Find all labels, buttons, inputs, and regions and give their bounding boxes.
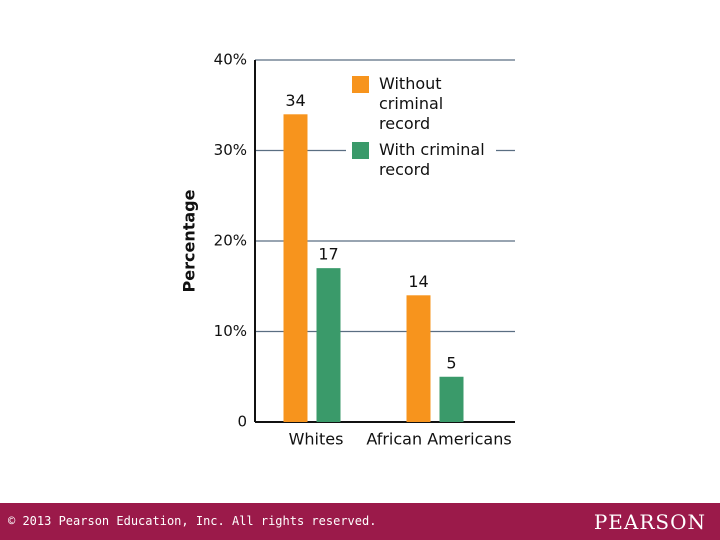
bar [283,114,308,423]
y-tick-label: 0 [237,413,247,431]
legend-label: Without criminal record [379,74,444,133]
footer: © 2013 Pearson Education, Inc. All right… [0,503,720,540]
legend-item: With criminal record [346,140,496,180]
bar [439,376,464,422]
value-label: 14 [408,272,428,291]
legend-swatch [352,76,369,93]
y-tick-label: 10% [214,322,247,340]
value-label: 17 [318,245,338,264]
bar [406,295,431,422]
legend-label: With criminal record [379,140,485,179]
y-tick-label: 30% [214,141,247,159]
y-tick-label: 20% [214,232,247,250]
legend: Without criminal record With criminal rec… [346,70,496,190]
legend-swatch [352,142,369,159]
value-label: 34 [285,91,305,110]
legend-item: Without criminal record [346,74,496,134]
value-label: 5 [446,353,456,372]
y-tick-label: 40% [214,51,247,69]
brand: PEARSON [593,510,706,534]
y-axis-label: Percentage [180,189,199,292]
copyright: © 2013 Pearson Education, Inc. All right… [8,514,377,528]
bar [316,268,341,422]
x-tick-label: Whites [289,430,344,449]
chart: Percentage 0 10% 20% 30% 40% Whites 34 17 Africa… [180,51,515,449]
x-tick-label: African Americans [366,430,511,449]
